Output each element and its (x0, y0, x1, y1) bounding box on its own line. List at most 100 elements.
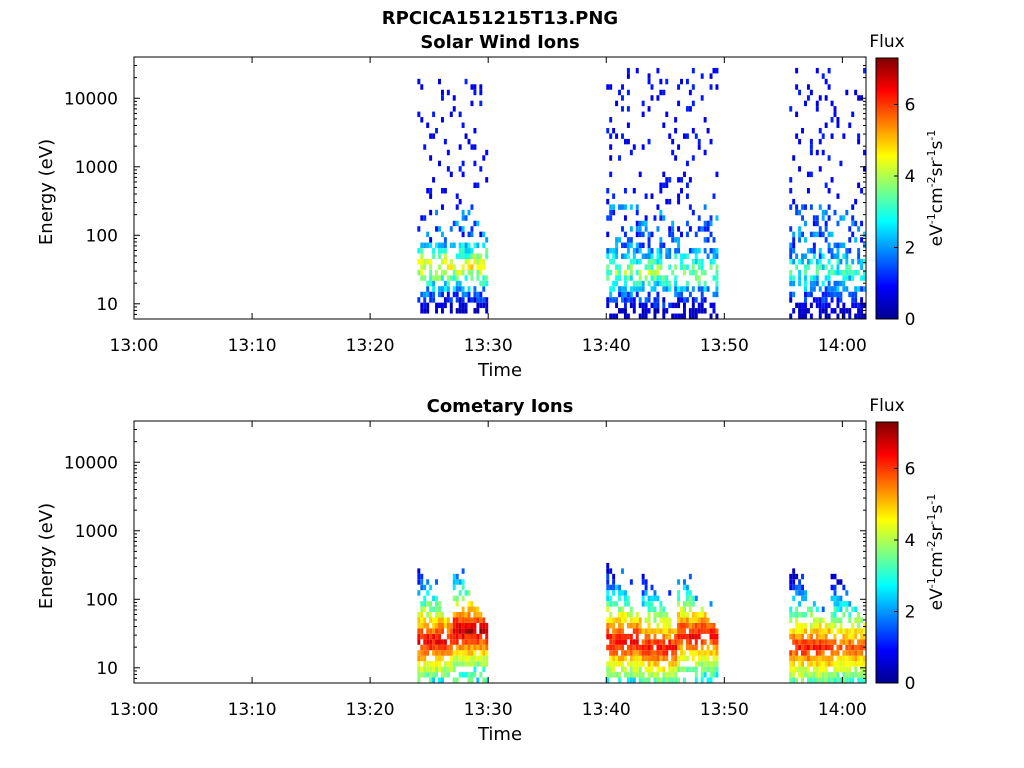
heatmap-cell (476, 269, 480, 276)
heatmap-cell (432, 275, 436, 281)
heatmap-cell (700, 286, 704, 292)
heatmap-cell (815, 628, 819, 634)
heatmap-cell (464, 650, 468, 656)
heatmap-cell (694, 644, 698, 651)
heatmap-cell (638, 672, 642, 678)
heatmap-cell (839, 595, 843, 602)
heatmap-cell (824, 639, 828, 645)
heatmap-cell (818, 286, 822, 292)
heatmap-cell (715, 661, 719, 667)
heatmap-cell (662, 89, 666, 96)
heatmap-cell (863, 149, 866, 156)
heatmap-cell (452, 275, 456, 281)
heatmap-cell (426, 302, 430, 309)
heatmap-cell (638, 655, 642, 662)
heatmap-cell (798, 590, 802, 596)
heatmap-cell (836, 286, 840, 292)
heatmap-cell (452, 584, 456, 591)
heatmap-cell (709, 313, 713, 319)
heatmap-cell (473, 160, 477, 167)
heatmap-cell (476, 258, 480, 265)
heatmap-cell (804, 275, 807, 281)
heatmap-cell (623, 639, 627, 645)
heatmap-cell (647, 644, 651, 651)
heatmap-cell (615, 633, 619, 640)
heatmap-cell (626, 313, 630, 319)
heatmap-cell (609, 291, 613, 298)
heatmap-cell (839, 655, 843, 662)
heatmap-cell (809, 633, 813, 640)
heatmap-cell (426, 622, 430, 629)
heatmap-cell (438, 291, 441, 298)
heatmap-cell (674, 253, 678, 259)
heatmap-cell (417, 78, 421, 85)
heatmap-cell (626, 633, 630, 640)
heatmap-cell (795, 622, 799, 629)
heatmap-cell (792, 242, 796, 249)
heatmap-cell (470, 231, 474, 238)
heatmap-cell (429, 280, 433, 287)
heatmap-cell (806, 639, 810, 645)
heatmap-cell (685, 106, 689, 112)
heatmap-cell (863, 242, 866, 249)
heatmap-cell (830, 177, 834, 183)
heatmap-cell (715, 628, 719, 634)
heatmap-cell (618, 264, 622, 270)
heatmap-cell (668, 590, 672, 596)
heatmap-cell (680, 622, 683, 629)
heatmap-cell (423, 644, 427, 651)
heatmap-cell (691, 666, 695, 673)
heatmap-cell (680, 617, 683, 623)
heatmap-cell (688, 650, 692, 656)
heatmap-cell (647, 264, 651, 270)
heatmap-cell (426, 280, 430, 287)
heatmap-cell (446, 149, 450, 156)
heatmap-cell (830, 612, 834, 618)
heatmap-cell (440, 248, 444, 254)
heatmap-cell (623, 601, 627, 607)
heatmap-cell (641, 644, 645, 651)
heatmap-cell (659, 650, 663, 656)
heatmap-cell (644, 628, 648, 634)
heatmap-cell (677, 633, 681, 640)
heatmap-cell (697, 280, 701, 287)
heatmap-cell (452, 612, 456, 618)
heatmap-cell (461, 308, 465, 314)
heatmap-cell (429, 209, 433, 216)
heatmap-cell (629, 650, 633, 656)
heatmap-cell (703, 628, 707, 634)
heatmap-cell (644, 275, 648, 281)
heatmap-cell (461, 655, 465, 662)
heatmap-cell (818, 617, 822, 623)
heatmap-cell (694, 617, 698, 623)
heatmap-cell (789, 628, 793, 634)
heatmap-cell (683, 297, 686, 303)
heatmap-cell (423, 302, 427, 309)
heatmap-cell (798, 666, 802, 673)
heatmap-cell (680, 639, 683, 645)
heatmap-cell (665, 78, 669, 85)
heatmap-cell (842, 215, 846, 221)
heatmap-cell (809, 677, 813, 683)
heatmap-cell (420, 644, 424, 651)
heatmap-cell (662, 308, 666, 314)
heatmap-cell (653, 215, 657, 221)
heatmap-cell (423, 672, 427, 678)
heatmap-cell (623, 595, 627, 602)
heatmap-cell (606, 677, 610, 683)
heatmap-cell (650, 95, 654, 101)
heatmap-cell (429, 661, 433, 667)
heatmap-cell (830, 248, 834, 254)
heatmap-cell (467, 258, 471, 265)
heatmap-cell (461, 122, 465, 128)
heatmap-cell (426, 612, 430, 618)
heatmap-cell (432, 650, 436, 656)
heatmap-cell (789, 579, 793, 585)
heatmap-cell (650, 639, 654, 645)
heatmap-cell (821, 231, 825, 238)
heatmap-cell (851, 275, 855, 281)
heatmap-cell (476, 220, 480, 227)
heatmap-cell (476, 633, 480, 640)
heatmap-cell (798, 269, 802, 276)
